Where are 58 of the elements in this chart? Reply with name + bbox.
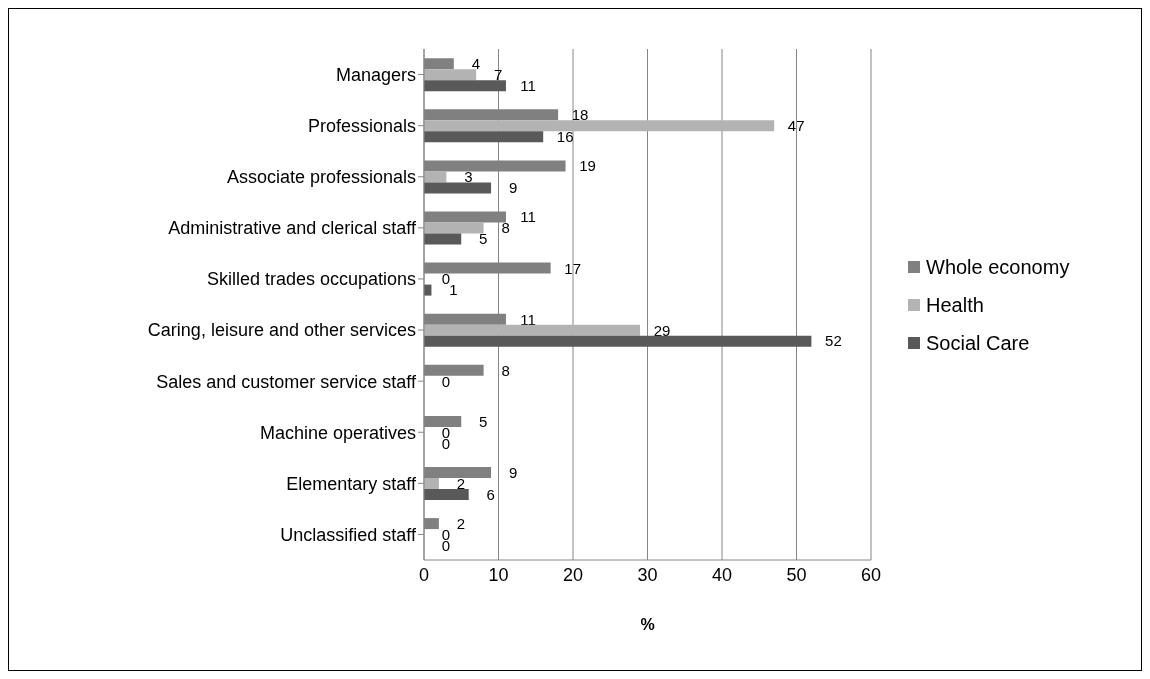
bar bbox=[424, 478, 439, 489]
data-label: 18 bbox=[571, 106, 589, 124]
bar bbox=[424, 131, 544, 143]
data-label: 5 bbox=[479, 230, 488, 248]
bar bbox=[424, 171, 447, 183]
legend-label: Whole economy bbox=[926, 255, 1070, 280]
data-label: 17 bbox=[564, 259, 581, 277]
bar bbox=[424, 233, 462, 245]
x-tick-label: 50 bbox=[786, 564, 807, 585]
data-label: 19 bbox=[579, 157, 596, 175]
y-tick-label: Managers bbox=[335, 64, 416, 85]
data-label: 0 bbox=[441, 372, 451, 390]
y-tick-label: Machine operatives bbox=[259, 422, 416, 443]
data-label: 2 bbox=[456, 474, 466, 492]
bar bbox=[424, 182, 492, 194]
data-label: 2 bbox=[456, 515, 466, 533]
x-tick-label: 60 bbox=[860, 564, 882, 585]
legend-label: Social Care bbox=[926, 331, 1030, 356]
data-label: 7 bbox=[493, 66, 503, 84]
data-label: 9 bbox=[508, 463, 518, 481]
x-tick-label: 40 bbox=[711, 564, 733, 585]
legend-label: Health bbox=[926, 293, 984, 318]
data-label: 0 bbox=[441, 270, 451, 288]
y-tick-label: Skilled trades occupations bbox=[206, 269, 416, 290]
x-tick-label: 10 bbox=[488, 564, 509, 585]
x-tick-label: 20 bbox=[562, 564, 584, 585]
bar bbox=[424, 69, 477, 81]
data-label: 52 bbox=[825, 332, 842, 350]
data-label: 47 bbox=[787, 117, 805, 135]
data-label: 3 bbox=[464, 168, 473, 186]
data-label: 16 bbox=[556, 128, 574, 146]
data-label: 11 bbox=[520, 76, 536, 94]
data-label: 4 bbox=[471, 55, 480, 73]
data-label: 5 bbox=[479, 412, 488, 430]
data-label: 9 bbox=[508, 179, 518, 197]
x-axis-title: % bbox=[640, 616, 655, 633]
y-tick-label: Sales and customer service staff bbox=[156, 371, 417, 392]
y-tick-label: Elementary staff bbox=[286, 473, 417, 494]
data-label: 29 bbox=[653, 321, 671, 339]
x-tick-label: 30 bbox=[637, 564, 658, 585]
bar bbox=[424, 324, 641, 336]
bar bbox=[424, 489, 469, 500]
bar bbox=[424, 80, 506, 92]
data-label: 8 bbox=[501, 219, 510, 237]
data-label: 8 bbox=[501, 361, 510, 379]
y-tick-label: Caring, leisure and other services bbox=[147, 320, 416, 341]
data-label: 1 bbox=[449, 281, 458, 299]
y-tick-label: Professionals bbox=[307, 116, 416, 137]
y-tick-label: Administrative and clerical staff bbox=[168, 218, 417, 239]
data-label: 11 bbox=[520, 208, 536, 226]
bar bbox=[424, 335, 812, 347]
x-tick-label: 0 bbox=[418, 564, 430, 585]
bar bbox=[424, 120, 775, 132]
data-label: 6 bbox=[486, 485, 495, 503]
y-tick-label: Unclassified staff bbox=[280, 524, 417, 545]
bar bbox=[424, 222, 484, 234]
data-label: 11 bbox=[520, 310, 536, 328]
y-tick-label: Associate professionals bbox=[226, 167, 416, 188]
